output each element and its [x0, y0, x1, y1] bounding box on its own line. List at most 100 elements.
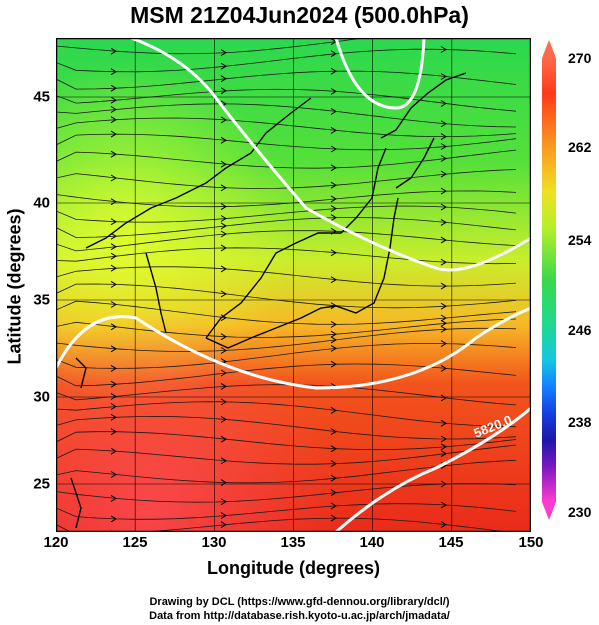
flow-arrow: [440, 120, 447, 128]
flow-arrow: [220, 314, 227, 322]
flow-arrow: [220, 369, 227, 377]
streamline: [56, 149, 517, 169]
flow-arrow: [220, 290, 227, 298]
flow-arrow: [220, 87, 227, 95]
flow-arrow: [110, 130, 117, 138]
flow-arrow: [440, 100, 447, 107]
streamline: [56, 300, 517, 325]
flow-arrow: [440, 302, 447, 310]
flow-arrow: [440, 236, 447, 244]
flow-arrow: [440, 394, 447, 402]
coastlines: [70, 72, 467, 529]
flow-arrow: [110, 364, 117, 372]
x-tick-label: 125: [122, 534, 148, 551]
flow-arrow: [110, 392, 117, 400]
colorbar-label: 254: [568, 232, 592, 248]
flow-arrow: [440, 435, 447, 443]
flow-arrow: [110, 494, 117, 502]
flow-arrow: [440, 46, 447, 53]
flow-arrow: [330, 67, 337, 75]
flow-arrow: [110, 47, 117, 55]
y-axis-label: Latitude (degrees): [4, 208, 25, 365]
flow-arrow: [220, 347, 227, 354]
streamline: [56, 117, 517, 138]
y-tick-label: 45: [33, 88, 50, 106]
flow-arrow: [220, 521, 227, 529]
flow-arrow: [220, 498, 227, 506]
colorbar-max-arrow: [542, 40, 556, 58]
flow-arrow: [110, 106, 117, 113]
flow-arrow: [110, 471, 117, 478]
flow-arrow: [220, 184, 227, 192]
flow-arrow: [110, 380, 117, 388]
colorbar-label: 270: [568, 50, 592, 66]
flow-arrow: [440, 155, 447, 162]
flow-arrow: [440, 170, 447, 178]
plot-frame: [56, 38, 531, 532]
streamline: [56, 205, 517, 223]
colorbar-label: 238: [568, 414, 592, 430]
flow-arrow: [110, 116, 117, 124]
flow-arrow: [220, 512, 227, 520]
flow-arrow: [330, 344, 337, 352]
flow-arrow: [440, 319, 447, 327]
flow-arrow: [220, 222, 227, 230]
flow-arrow: [330, 514, 337, 522]
flow-arrow: [330, 320, 337, 328]
flow-arrow: [110, 323, 117, 331]
flow-arrow: [330, 489, 337, 497]
flow-arrow: [330, 336, 337, 344]
flow-arrow: [220, 160, 227, 168]
streamline: [56, 327, 517, 352]
flow-arrow: [330, 107, 337, 115]
x-tick-label: 145: [438, 534, 464, 551]
y-tick-label: 25: [33, 475, 50, 493]
flow-arrow: [220, 333, 227, 341]
x-tick-label: 135: [280, 534, 306, 551]
flow-arrow: [110, 68, 117, 76]
flow-arrow: [330, 164, 337, 172]
flow-arrow: [110, 218, 117, 226]
streamline: [56, 415, 517, 440]
flow-arrow: [110, 345, 117, 353]
flow-arrow: [110, 515, 117, 523]
flow-arrow: [330, 502, 337, 510]
flow-arrow: [220, 215, 227, 222]
flow-arrow: [220, 62, 227, 70]
flow-arrow: [440, 325, 447, 333]
colorbar: [542, 58, 556, 502]
flow-arrow: [110, 150, 117, 158]
flow-arrow: [110, 447, 117, 455]
flow-arrow: [440, 521, 447, 529]
streamline: [56, 48, 517, 73]
flow-arrow: [110, 301, 117, 308]
flow-arrow: [330, 214, 337, 222]
flow-arrow: [440, 419, 447, 427]
flow-arrow: [440, 443, 447, 451]
flow-arrow: [110, 198, 117, 206]
flow-arrow: [330, 474, 337, 482]
flow-arrow: [440, 282, 447, 290]
flow-arrow: [440, 364, 447, 372]
flow-arrow: [440, 218, 447, 226]
map-svg: 5820.0: [56, 38, 531, 532]
flow-arrow: [440, 258, 447, 266]
flow-arrow: [440, 187, 447, 195]
flow-arrow: [110, 403, 117, 410]
flow-arrow: [110, 413, 117, 421]
flow-arrow: [440, 203, 447, 211]
streamline: [56, 169, 517, 189]
flow-arrow: [220, 230, 227, 238]
flow-arrow: [440, 73, 447, 80]
flow-arrow: [330, 205, 337, 213]
flow-arrow: [110, 280, 117, 288]
colorbar-label: 246: [568, 322, 592, 338]
map-plot: 5820.0: [56, 38, 531, 532]
flow-arrow: [330, 50, 337, 58]
streamline: [56, 247, 517, 265]
flow-arrow: [220, 75, 227, 83]
streamline: [56, 266, 517, 287]
flow-arrow: [220, 49, 227, 57]
flow-arrow: [440, 501, 447, 509]
streamline: [56, 103, 517, 128]
